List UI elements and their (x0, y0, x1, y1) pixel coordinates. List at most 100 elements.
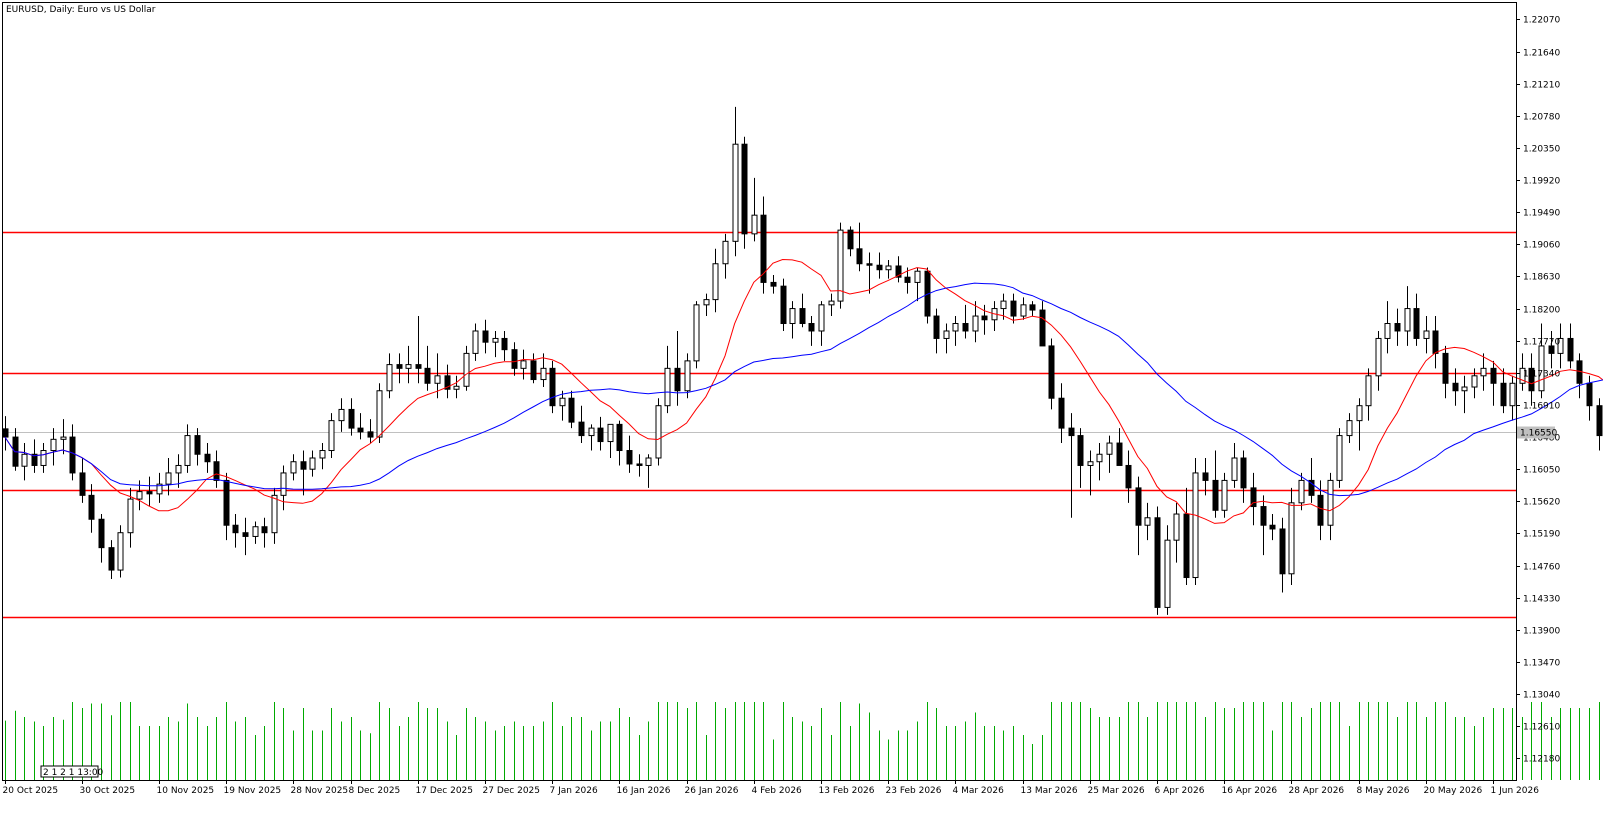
candle (1519, 353, 1526, 391)
candle-body-bear (1116, 442, 1123, 466)
candle-body-bear (396, 364, 403, 369)
candle-body-bull (184, 435, 191, 466)
time-tick-label: 28 Apr 2026 (1289, 786, 1345, 796)
candle-body-bear (1010, 300, 1017, 317)
candle-body-bear (847, 229, 854, 250)
candle-body-bull (520, 360, 527, 369)
candle-body-bear (348, 408, 355, 429)
candle (1384, 301, 1391, 354)
candle-body-bull (50, 438, 57, 452)
candle-body-bull (1509, 382, 1516, 407)
candle (396, 353, 403, 384)
candle-body-bull (1356, 405, 1363, 422)
price-tick-label: 1.19490 (1523, 209, 1560, 219)
candle (367, 419, 374, 444)
candle (309, 450, 316, 477)
time-tick-label: 27 Dec 2025 (483, 786, 541, 796)
candle-body-bull (117, 532, 124, 571)
candle (50, 428, 57, 466)
candle-body-bear (1077, 435, 1084, 466)
candle (252, 521, 259, 544)
time-tick-label: 16 Apr 2026 (1222, 786, 1278, 796)
candle (732, 106, 739, 257)
candle-body-bear (904, 276, 911, 283)
candle-body-bull (684, 360, 691, 392)
time-tick-label: 8 Dec 2025 (349, 786, 401, 796)
candle (492, 330, 499, 358)
candle-body-bull (319, 450, 326, 459)
current-price-label: 1.16550 (1520, 429, 1557, 439)
candle-body-bear (770, 281, 777, 287)
candle-body-bear (1528, 367, 1535, 392)
candle (79, 457, 86, 503)
candle (588, 424, 595, 451)
candle-body-bear (597, 427, 604, 443)
candle (1346, 413, 1353, 444)
candle (21, 443, 28, 481)
candle (1183, 487, 1190, 586)
candle-body-bull (789, 308, 796, 325)
candle-body-bull (1106, 442, 1113, 455)
candle-body-bull (1221, 479, 1228, 511)
candle-body-bear (1567, 337, 1574, 362)
candle-body-bear (1135, 487, 1142, 526)
candle-body-bear (1125, 464, 1132, 489)
time-tick-label: 28 Nov 2025 (291, 786, 349, 796)
candle (232, 514, 239, 548)
candle-body-bull (655, 405, 662, 459)
candle-body-bull (165, 472, 172, 485)
candle-body-bull (1164, 539, 1171, 608)
candle-body-bear (876, 264, 883, 271)
candle-body-bear (69, 436, 76, 474)
time-tick-label: 1 Jun 2026 (1491, 786, 1540, 796)
candle-body-bear (760, 214, 767, 283)
candle-body-bear (444, 375, 451, 390)
candle (88, 484, 95, 533)
candle (1010, 293, 1017, 324)
candle (1404, 286, 1411, 346)
candle-body-bull (1288, 502, 1295, 575)
candle (1039, 301, 1046, 347)
candle-body-bear (1548, 345, 1555, 354)
candle (780, 278, 787, 331)
candle-body-bear (98, 518, 105, 549)
candle-body-bear (223, 479, 230, 526)
candle (1020, 297, 1027, 320)
candle-body-bull (1384, 323, 1391, 339)
price-axis: 1.22070 1.21640 1.21210 1.20780 1.20350 1.199… (1516, 16, 1560, 765)
candle (386, 353, 393, 399)
candle-body-bear (501, 337, 508, 351)
candle (722, 233, 729, 279)
candle-body-bear (780, 285, 787, 325)
candle-body-bear (568, 397, 575, 423)
candle (1432, 316, 1439, 369)
candle-body-bear (1240, 457, 1247, 489)
price-tick-label: 1.13900 (1523, 627, 1560, 637)
candle (261, 517, 268, 548)
candle (1538, 323, 1545, 399)
candle-body-bull (712, 263, 719, 301)
candles-layer (2, 106, 1603, 615)
horizontal-levels-layer (3, 231, 1516, 619)
candle (357, 413, 364, 440)
candle (540, 353, 547, 388)
candle (1202, 457, 1209, 496)
candle (885, 260, 892, 279)
candle-body-bull (1519, 367, 1526, 384)
candle-body-bull (1298, 479, 1305, 504)
candle-body-bull (1375, 337, 1382, 377)
candle (175, 454, 182, 488)
time-tick-label: 19 Nov 2025 (224, 786, 282, 796)
price-tick-label: 1.12610 (1523, 723, 1560, 733)
candle-body-bull (1192, 472, 1199, 579)
price-tick-label: 1.22070 (1523, 16, 1560, 26)
candle (693, 301, 700, 369)
price-tick-label: 1.17340 (1523, 370, 1560, 380)
candle-body-bull (156, 483, 163, 495)
candle (511, 342, 518, 376)
price-tick-label: 1.16910 (1523, 402, 1560, 412)
candle (1260, 495, 1267, 556)
candle (1116, 428, 1123, 466)
candle-body-bull (405, 364, 412, 369)
